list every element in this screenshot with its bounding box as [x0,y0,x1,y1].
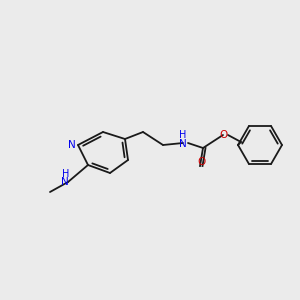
Text: N: N [179,139,187,149]
Text: N: N [68,140,76,150]
Text: H: H [61,169,69,179]
Text: O: O [197,157,205,167]
Text: O: O [220,130,228,140]
Text: N: N [61,177,69,187]
Text: H: H [179,130,187,140]
